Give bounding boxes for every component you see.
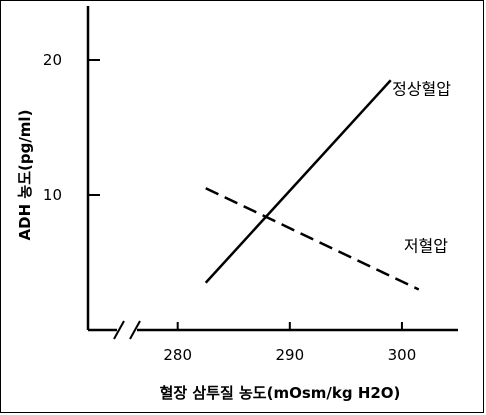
series-line-2 bbox=[205, 187, 420, 291]
x-tick-label: 290 bbox=[275, 346, 304, 364]
y-tick-label: 20 bbox=[43, 51, 62, 69]
x-axis-break-mark bbox=[113, 320, 125, 340]
x-tick-label: 280 bbox=[163, 346, 192, 364]
series-label-2: 저혈압 bbox=[404, 237, 448, 256]
y-tick-label: 10 bbox=[43, 186, 62, 204]
series-label-1: 정상혈압 bbox=[392, 79, 451, 98]
series-line-1 bbox=[204, 79, 392, 284]
y-axis-title: ADH 농도(pg/ml) bbox=[16, 110, 34, 241]
ticks: 280 290 300 10 20 bbox=[43, 51, 416, 364]
x-axis-title: 혈장 삼투질 농도(mOsm/kg H2O) bbox=[160, 384, 401, 402]
x-tick-label: 300 bbox=[388, 346, 417, 364]
x-axis-break-mark bbox=[129, 320, 141, 340]
labels: 혈장 삼투질 농도(mOsm/kg H2O) ADH 농도(pg/ml) bbox=[16, 110, 400, 402]
axes bbox=[86, 6, 458, 340]
